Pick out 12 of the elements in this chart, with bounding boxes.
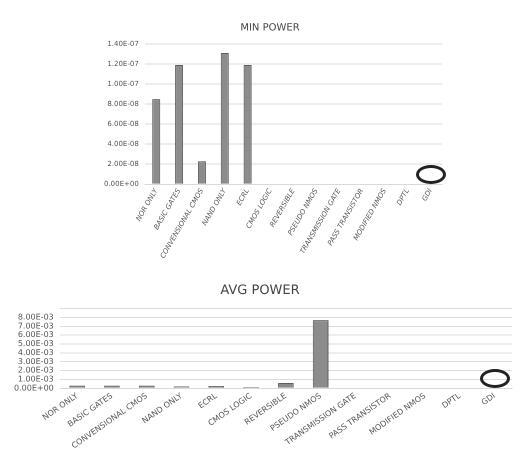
y-tick-label: 0.00E+00: [14, 383, 54, 392]
y-tick-label: 4.00E-03: [18, 348, 54, 357]
chart-title: MIN POWER: [240, 22, 300, 34]
y-tick-label: 8.00E-03: [18, 312, 54, 322]
y-tick-label: 5.00E-03: [18, 339, 54, 348]
y-tick-label: 6.00E-03: [18, 330, 54, 340]
x-tick-label: GDI: [480, 391, 497, 407]
y-tick-label: 2.00E-03: [18, 366, 54, 375]
y-tick-label: 7.00E-03: [18, 321, 54, 330]
y-tick-label: 3.00E-03: [18, 356, 54, 366]
chart-title: AVG POWER: [220, 283, 300, 298]
y-tick-label: 1.00E-03: [18, 374, 54, 384]
